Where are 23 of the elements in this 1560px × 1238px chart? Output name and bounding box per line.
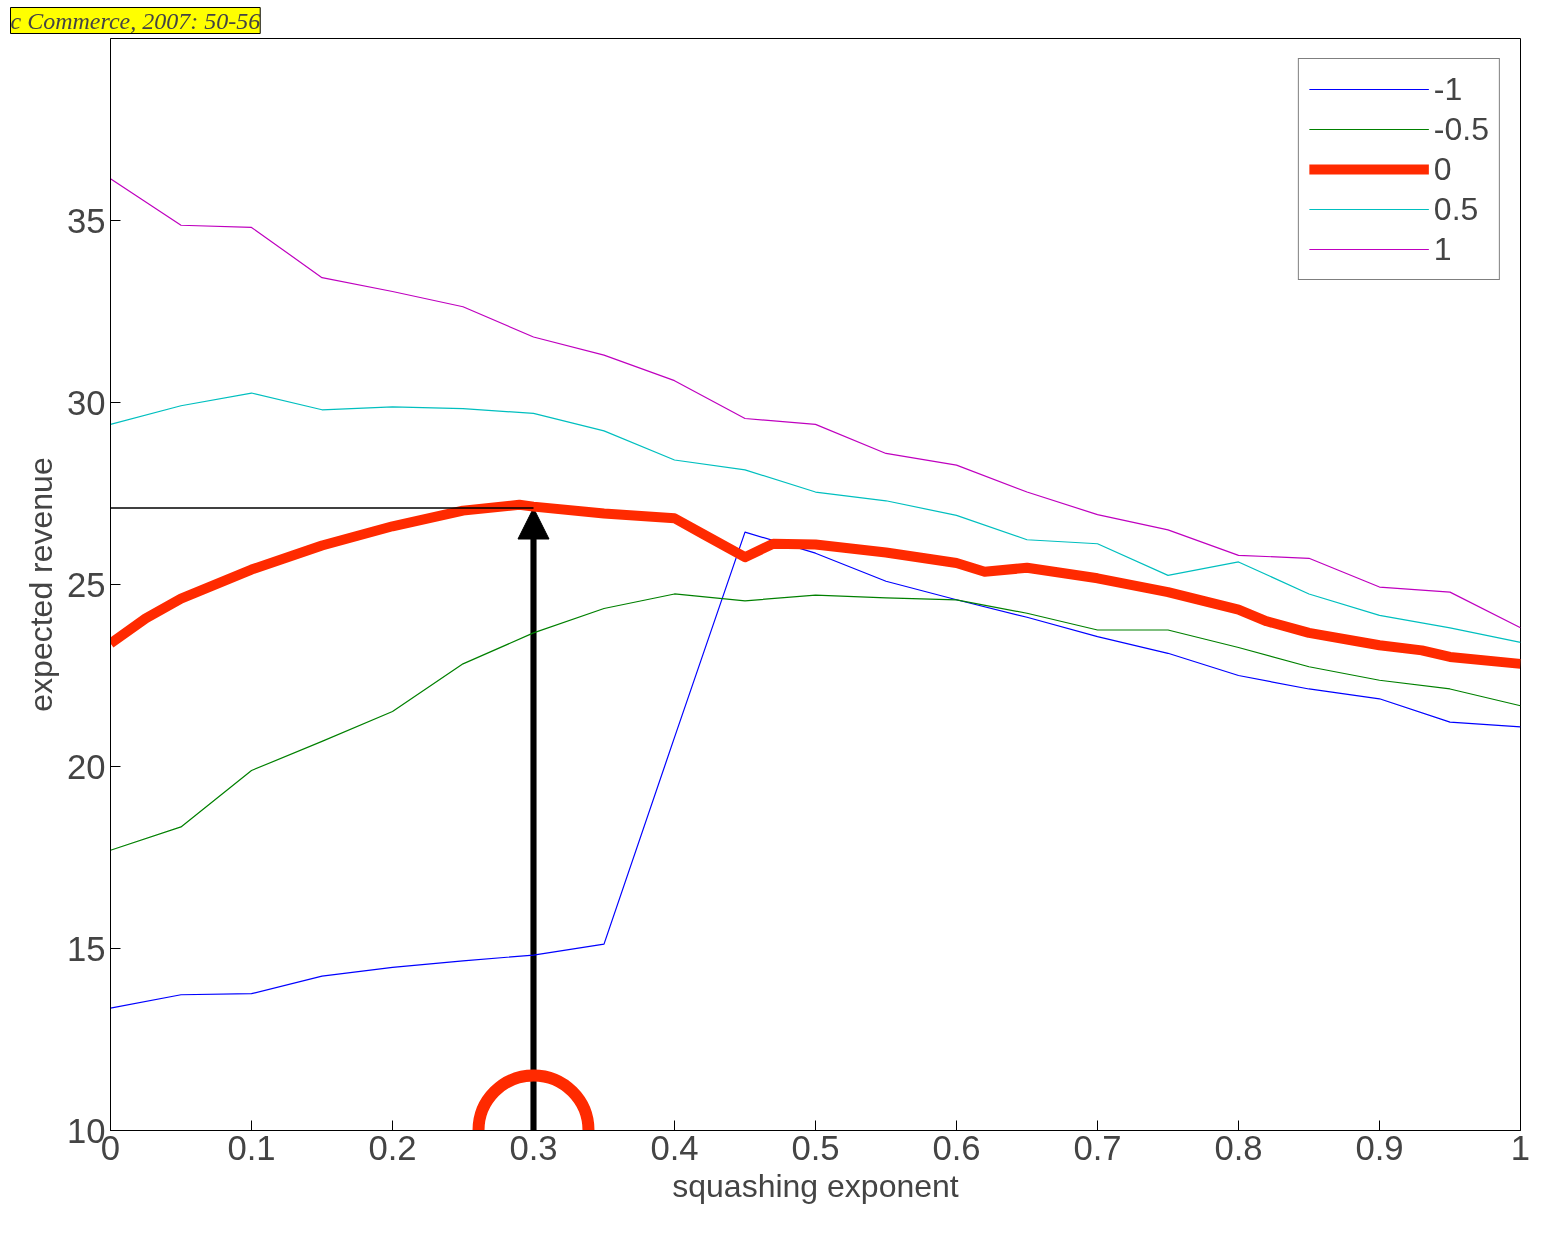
x-tick-label: 0.7 xyxy=(1073,1128,1122,1167)
legend-label: 0 xyxy=(1433,149,1453,189)
legend-label: 1 xyxy=(1433,229,1453,269)
text: c Commerce, 2007: 50-56 xyxy=(10,7,261,34)
y-axis-title: expected revenue xyxy=(22,457,59,712)
x-tick-label: 0.1 xyxy=(227,1128,276,1167)
y-tick-label: 35 xyxy=(66,201,106,240)
x-tick-label: 1 xyxy=(1510,1128,1531,1167)
y-tick-label: 25 xyxy=(66,565,106,604)
y-tick-label: 20 xyxy=(66,747,106,786)
legend-label: 0.5 xyxy=(1433,189,1479,229)
x-axis-title: squashing exponent xyxy=(672,1167,959,1204)
y-tick-label: 15 xyxy=(66,929,106,968)
x-tick-label: 0.9 xyxy=(1355,1128,1404,1167)
x-tick-label: 0.2 xyxy=(368,1128,417,1167)
x-tick-label: 0.3 xyxy=(509,1128,558,1167)
x-tick-label: 0.6 xyxy=(932,1128,981,1167)
x-tick-label: 0.4 xyxy=(650,1128,699,1167)
x-tick-label: 0.5 xyxy=(791,1128,840,1167)
x-tick-label: 0.8 xyxy=(1214,1128,1263,1167)
y-tick-label: 30 xyxy=(66,383,106,422)
legend-label: -1 xyxy=(1433,69,1463,109)
legend-label: -0.5 xyxy=(1433,109,1489,149)
